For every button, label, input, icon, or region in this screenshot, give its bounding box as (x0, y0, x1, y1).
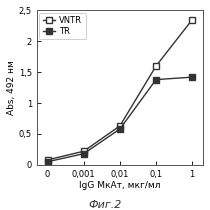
TR (83, 152, 85, 155)
VNTR (119, 125, 121, 127)
VNTR (46, 159, 49, 161)
Y-axis label: Abs, 492 нм: Abs, 492 нм (7, 60, 16, 115)
Line: TR: TR (45, 74, 195, 164)
X-axis label: IgG МкАт, мкг/мл: IgG МкАт, мкг/мл (79, 181, 161, 190)
Line: VNTR: VNTR (45, 17, 195, 163)
TR (119, 128, 121, 130)
VNTR (83, 150, 85, 152)
TR (46, 160, 49, 163)
VNTR (191, 18, 193, 21)
Text: Фиг.2: Фиг.2 (88, 200, 122, 210)
TR (191, 76, 193, 78)
VNTR (155, 65, 157, 67)
TR (155, 78, 157, 81)
Legend: VNTR, TR: VNTR, TR (39, 13, 85, 39)
